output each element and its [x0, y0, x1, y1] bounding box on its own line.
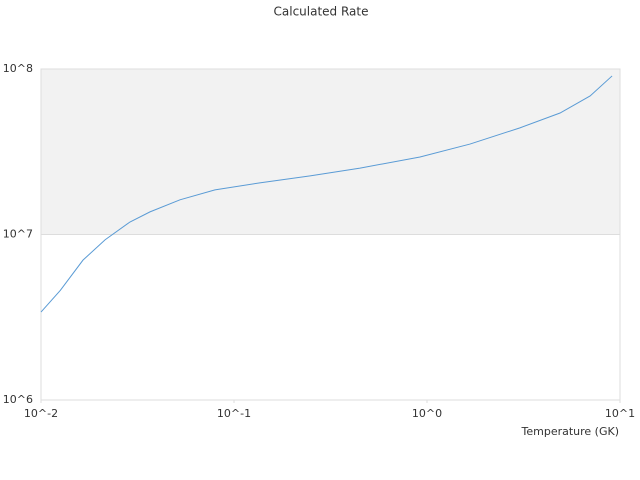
- x-axis-label: Temperature (GK): [521, 425, 620, 438]
- x-tick-label: 10^-1: [217, 407, 251, 420]
- y-tick-label: 10^8: [3, 62, 33, 75]
- plot-band: [41, 69, 620, 235]
- x-tick-label: 10^-2: [24, 407, 58, 420]
- y-tick-label: 10^6: [3, 393, 33, 406]
- x-tick-label: 10^1: [605, 407, 635, 420]
- line: [40, 75, 613, 313]
- y-tick-label: 10^7: [3, 228, 33, 241]
- chart-title: Calculated Rate: [274, 5, 369, 19]
- x-tick-label: 10^0: [412, 407, 442, 420]
